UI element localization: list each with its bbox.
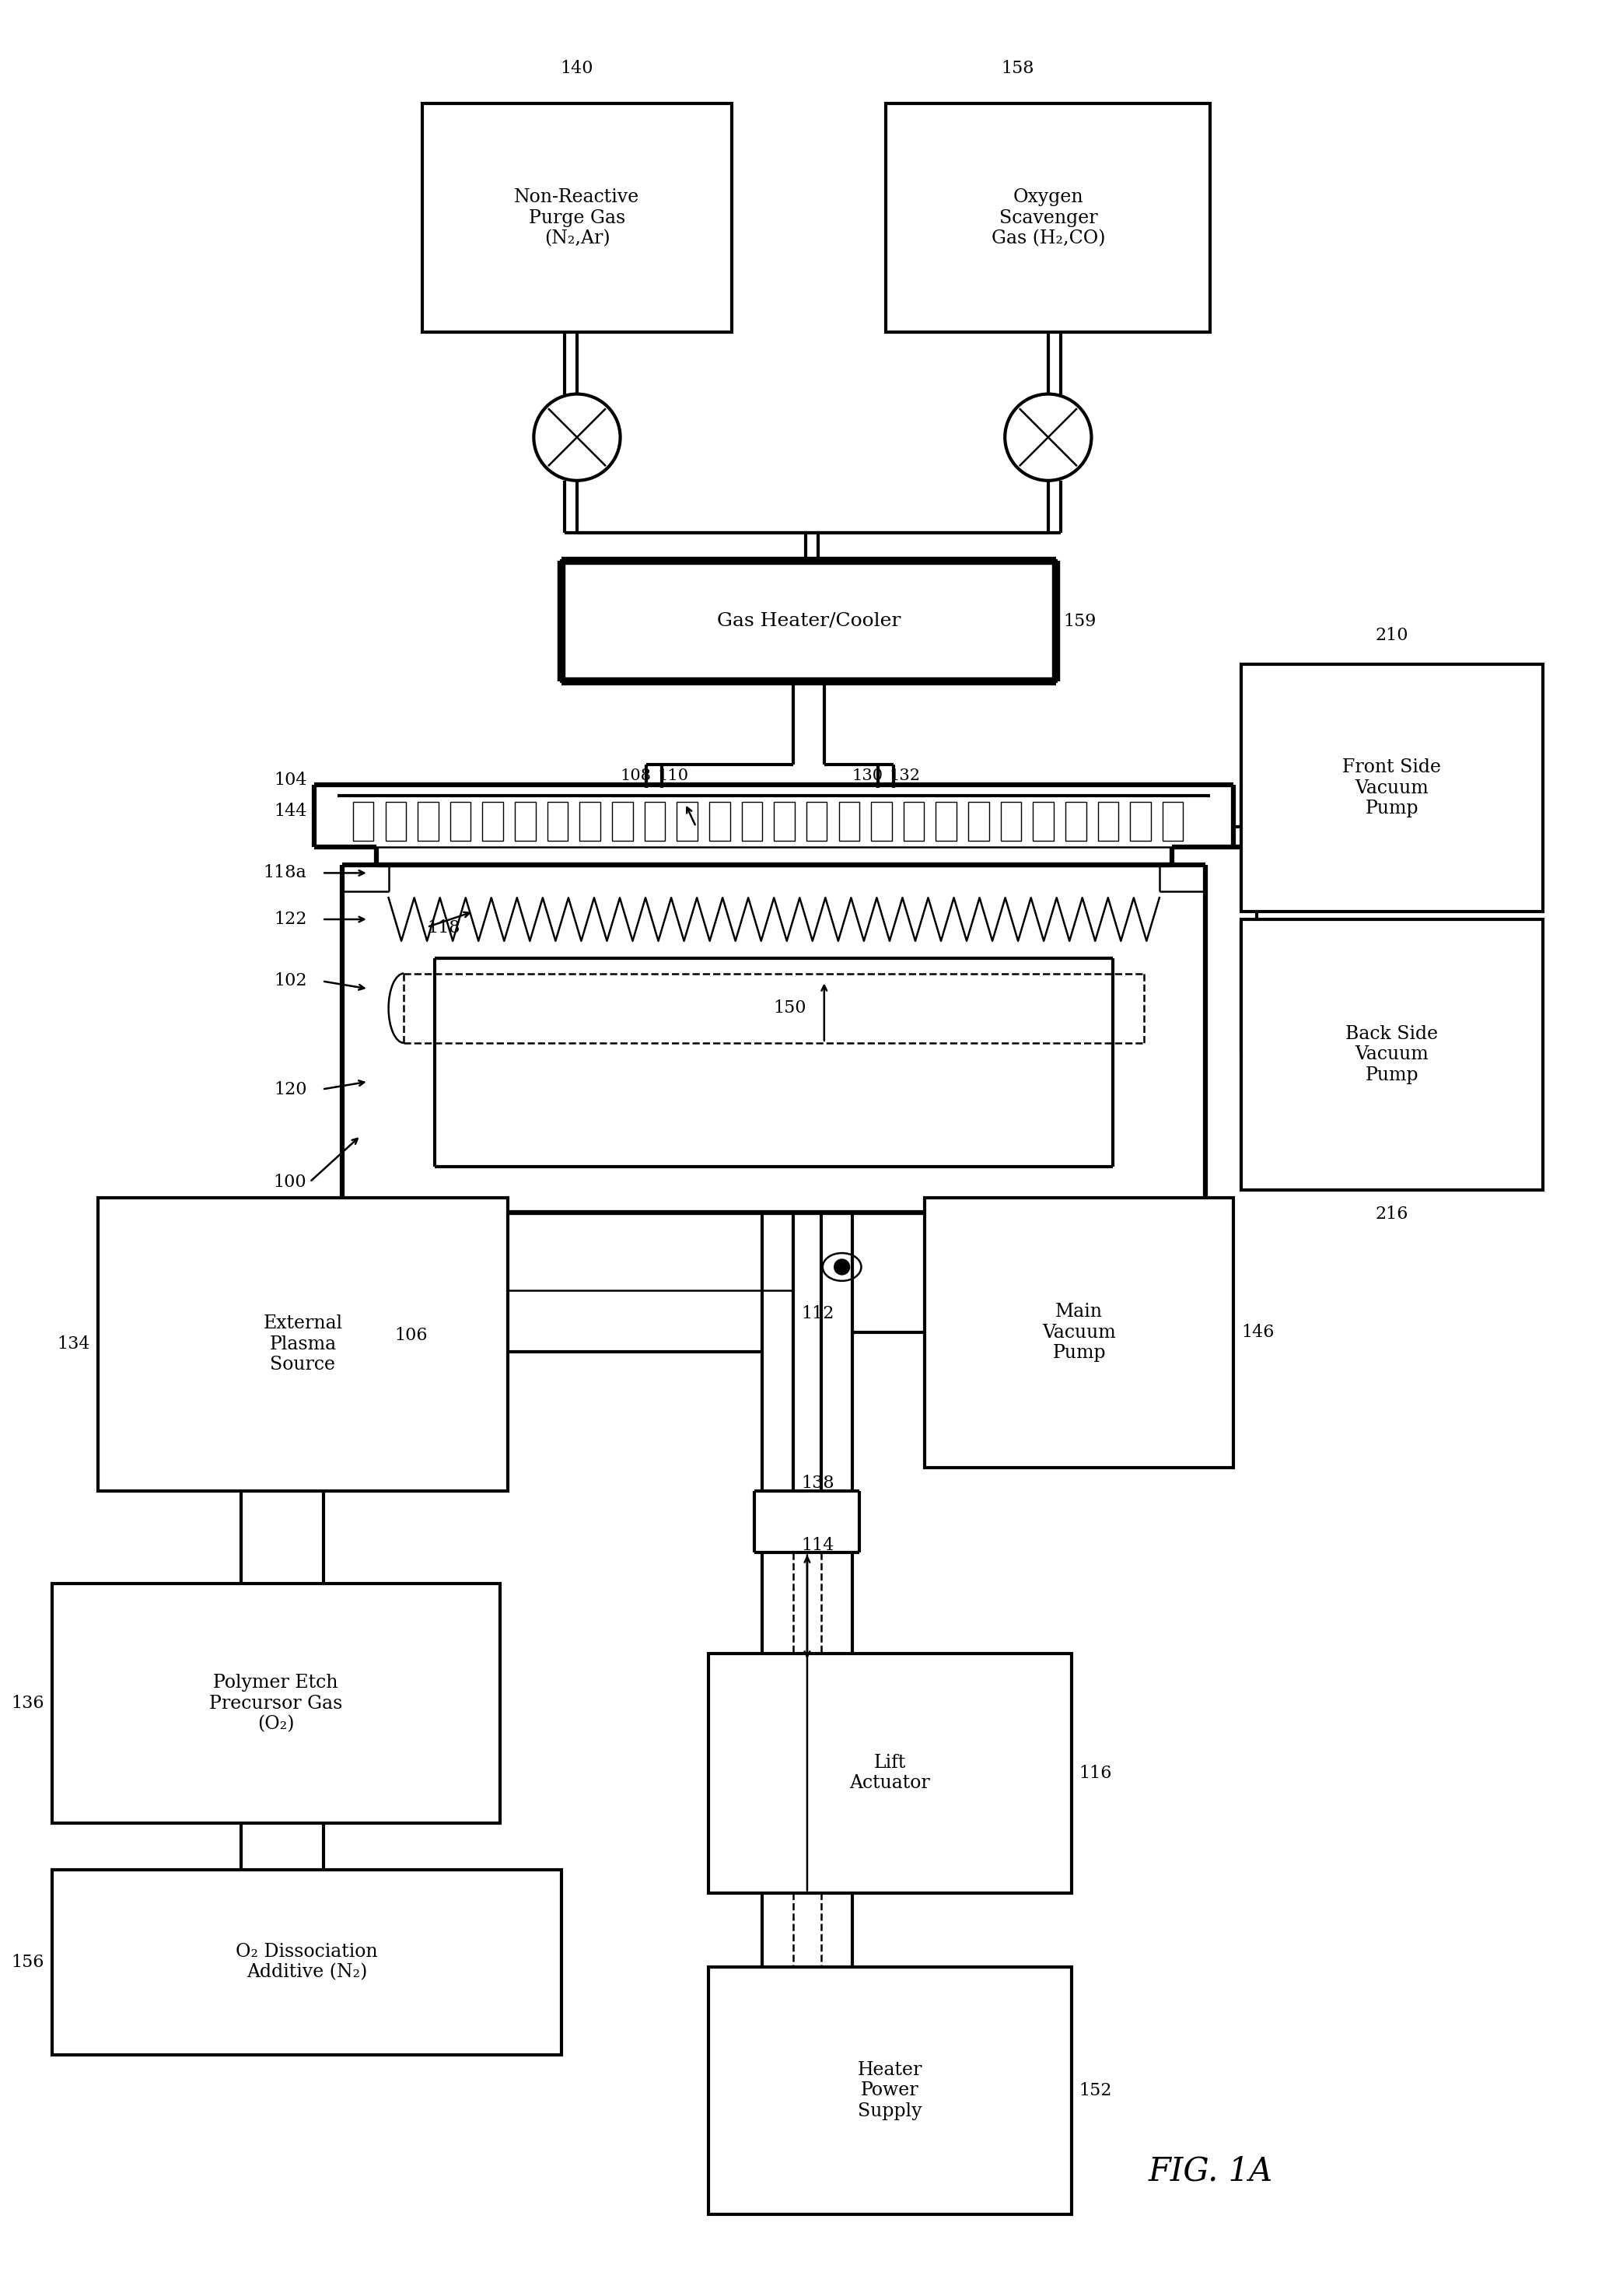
Text: 104: 104 [274,771,306,790]
Text: Polymer Etch
Precursor Gas
(O₂): Polymer Etch Precursor Gas (O₂) [210,1674,343,1733]
Text: 130: 130 [852,769,883,783]
Bar [774,801,795,840]
Text: Main
Vacuum
Pump: Main Vacuum Pump [1043,1304,1117,1362]
Text: 134: 134 [58,1336,90,1352]
Text: 216: 216 [1376,1205,1408,1221]
Bar [1097,801,1118,840]
Text: 140: 140 [561,60,593,78]
Bar [708,1968,1072,2213]
Bar [562,560,1056,682]
Bar [1129,801,1150,840]
Bar [386,801,405,840]
Text: 112: 112 [801,1304,835,1322]
Text: 132: 132 [889,769,920,783]
Bar [839,801,859,840]
Text: 120: 120 [274,1081,306,1097]
Text: 110: 110 [657,769,689,783]
Text: 114: 114 [801,1536,835,1554]
Text: 106: 106 [394,1327,428,1343]
Bar [871,801,892,840]
Bar [612,801,633,840]
Text: Gas Heater/Cooler: Gas Heater/Cooler [716,613,900,629]
Text: 150: 150 [772,999,806,1017]
Text: 108: 108 [620,769,652,783]
Text: 144: 144 [274,804,306,820]
Text: Back Side
Vacuum
Pump: Back Side Vacuum Pump [1346,1024,1439,1084]
Text: O₂ Dissociation
Additive (N₂): O₂ Dissociation Additive (N₂) [235,1942,378,1981]
Bar [710,801,731,840]
Bar [51,1584,500,1823]
Text: Lift
Actuator: Lift Actuator [849,1754,931,1793]
Bar [708,1653,1072,1892]
Text: FIG. 1A: FIG. 1A [1149,2154,1272,2188]
Text: Heater
Power
Supply: Heater Power Supply [857,2062,923,2119]
Text: Oxygen
Scavenger
Gas (H₂,CO): Oxygen Scavenger Gas (H₂,CO) [992,188,1105,248]
Bar [1001,801,1022,840]
Bar [352,801,373,840]
Text: External
Plasma
Source: External Plasma Source [263,1316,343,1373]
Bar [742,801,763,840]
Text: 138: 138 [801,1474,835,1492]
Bar [580,801,601,840]
Bar [1033,801,1054,840]
Text: 136: 136 [11,1694,43,1713]
Text: 152: 152 [1080,2082,1112,2099]
Bar [1065,801,1086,840]
Bar [98,1199,508,1490]
Bar [886,103,1211,333]
Bar [644,801,665,840]
Bar [936,801,956,840]
Text: 102: 102 [274,974,306,990]
Text: 100: 100 [274,1173,306,1192]
Circle shape [835,1258,849,1274]
Bar [51,1869,562,2055]
Text: 118a: 118a [263,863,306,882]
Bar [1242,918,1543,1189]
Text: 122: 122 [274,912,306,928]
Text: 156: 156 [11,1954,43,1970]
Bar [423,103,732,333]
Bar [676,801,697,840]
Text: 118: 118 [428,918,460,937]
Text: Front Side
Vacuum
Pump: Front Side Vacuum Pump [1342,758,1442,817]
Bar [514,801,535,840]
Text: 146: 146 [1242,1325,1274,1341]
Bar [904,801,924,840]
Text: 158: 158 [1001,60,1033,78]
Bar [968,801,988,840]
Bar [548,801,569,840]
Text: 116: 116 [1080,1763,1112,1782]
Bar [482,801,503,840]
Bar [450,801,471,840]
Text: 159: 159 [1064,613,1097,629]
Text: Non-Reactive
Purge Gas
(N₂,Ar): Non-Reactive Purge Gas (N₂,Ar) [514,188,639,248]
Bar [806,801,827,840]
Bar [924,1199,1234,1467]
Text: 210: 210 [1376,627,1408,645]
Bar [418,801,439,840]
Bar [1242,664,1543,912]
Bar [1163,801,1184,840]
